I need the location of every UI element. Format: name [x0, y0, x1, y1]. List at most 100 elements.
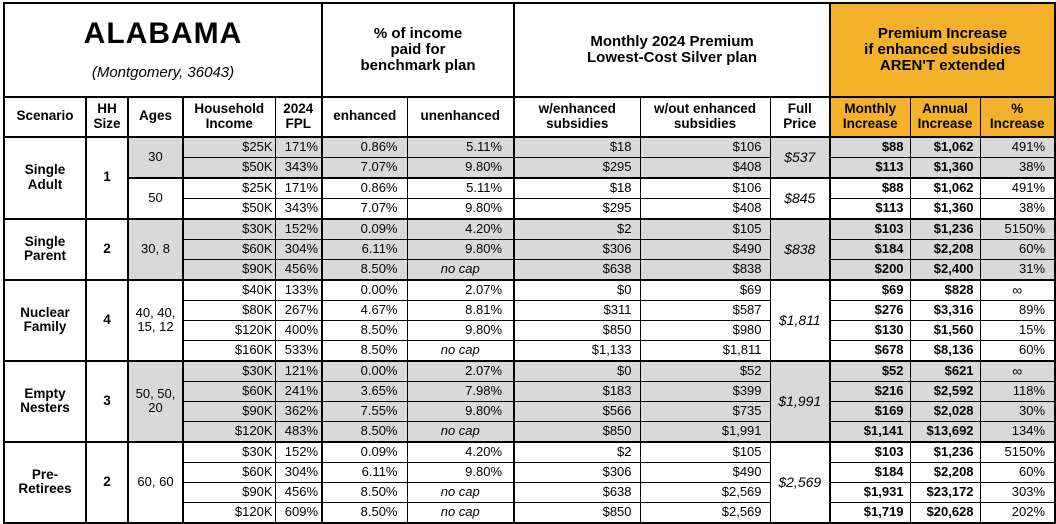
cell-wout-enhanced: $1,811	[639, 339, 771, 362]
cell-unenhanced: 9.80%	[406, 319, 516, 341]
table-row: $120K 483% 8.50% no cap $850 $1,991 $1,1…	[4, 420, 1056, 443]
cell-w-enhanced: $638	[513, 481, 641, 503]
cell-monthly-increase: $52	[829, 359, 911, 382]
cell-pct-increase: 60%	[979, 339, 1056, 362]
cell-annual-increase: $2,208	[909, 238, 981, 260]
col-header-w-enhanced: w/enhanced subsidies	[513, 96, 641, 138]
cell-income: $120K	[182, 501, 276, 524]
cell-ages: 30	[127, 135, 184, 179]
table-title: ALABAMA (Montgomery, 36043)	[3, 2, 323, 98]
cell-monthly-increase: $1,141	[829, 420, 911, 443]
cell-monthly-increase: $200	[829, 258, 911, 281]
table-row: $50K 343% 7.07% 9.80% $295 $408 $113 $1,…	[4, 197, 1056, 220]
cell-fpl: 304%	[274, 238, 323, 260]
cell-unenhanced: 2.07%	[406, 278, 516, 301]
cell-monthly-increase: $130	[829, 319, 911, 341]
cell-wout-enhanced: $490	[639, 461, 771, 483]
cell-fpl: 121%	[274, 359, 323, 382]
cell-pct-increase: 5150%	[979, 440, 1056, 463]
table-row: $50K 343% 7.07% 9.80% $295 $408 $113 $1,…	[4, 156, 1056, 179]
cell-annual-increase: $8,136	[909, 339, 981, 362]
cell-full-price: $1,811	[769, 278, 832, 362]
cell-unenhanced: 9.80%	[406, 156, 516, 179]
group-header-increase: Premium Increase if enhanced subsidies A…	[829, 2, 1056, 98]
cell-w-enhanced: $850	[513, 420, 641, 443]
table-row: $160K 533% 8.50% no cap $1,133 $1,811 $6…	[4, 339, 1056, 362]
table-row: $80K 267% 4.67% 8.81% $311 $587 $276 $3,…	[4, 299, 1056, 321]
cell-monthly-increase: $113	[829, 156, 911, 179]
cell-income: $60K	[182, 461, 276, 483]
cell-scenario: Single Parent	[3, 217, 87, 281]
cell-income: $30K	[182, 359, 276, 382]
table-row: 50 $25K 171% 0.86% 5.11% $18 $106 $845 $…	[4, 176, 1056, 220]
cell-enhanced: 7.07%	[321, 156, 408, 179]
cell-fpl: 267%	[274, 299, 323, 321]
cell-unenhanced: 5.11%	[406, 176, 516, 199]
cell-wout-enhanced: $69	[639, 278, 771, 301]
cell-w-enhanced: $850	[513, 501, 641, 524]
table-row: $60K 304% 6.11% 9.80% $306 $490 $184 $2,…	[4, 461, 1056, 483]
cell-hh-size: 2	[85, 440, 129, 524]
cell-hh-size: 2	[85, 217, 129, 281]
cell-pct-increase: 60%	[979, 238, 1056, 260]
cell-w-enhanced: $638	[513, 258, 641, 281]
cell-pct-increase: 303%	[979, 481, 1056, 503]
cell-pct-increase: 31%	[979, 258, 1056, 281]
cell-unenhanced: 9.80%	[406, 197, 516, 220]
cell-w-enhanced: $1,133	[513, 339, 641, 362]
col-header-unenhanced: unenhanced	[406, 96, 516, 138]
cell-w-enhanced: $0	[513, 278, 641, 301]
cell-ages: 50, 50, 20	[127, 359, 184, 443]
cell-fpl: 171%	[274, 135, 323, 158]
cell-enhanced: 8.50%	[321, 501, 408, 524]
cell-w-enhanced: $18	[513, 176, 641, 199]
cell-income: $90K	[182, 258, 276, 281]
cell-income: $40K	[182, 278, 276, 301]
cell-ages: 50	[127, 176, 184, 220]
cell-wout-enhanced: $980	[639, 319, 771, 341]
cell-monthly-increase: $103	[829, 440, 911, 463]
cell-income: $120K	[182, 420, 276, 443]
cell-income: $25K	[182, 176, 276, 199]
table-row: $60K 304% 6.11% 9.80% $306 $490 $184 $2,…	[4, 238, 1056, 260]
cell-annual-increase: $23,172	[909, 481, 981, 503]
cell-enhanced: 7.55%	[321, 400, 408, 422]
cell-enhanced: 0.09%	[321, 217, 408, 240]
group-header-premium: Monthly 2024 Premium Lowest-Cost Silver …	[513, 2, 832, 98]
cell-income: $50K	[182, 156, 276, 179]
cell-income: $30K	[182, 217, 276, 240]
cell-enhanced: 7.07%	[321, 197, 408, 220]
cell-wout-enhanced: $2,569	[639, 481, 771, 503]
table-row: $90K 362% 7.55% 9.80% $566 $735 $169 $2,…	[4, 400, 1056, 422]
cell-unenhanced: 9.80%	[406, 400, 516, 422]
cell-income: $50K	[182, 197, 276, 220]
cell-annual-increase: $3,316	[909, 299, 981, 321]
cell-wout-enhanced: $408	[639, 156, 771, 179]
cell-wout-enhanced: $735	[639, 400, 771, 422]
cell-enhanced: 4.67%	[321, 299, 408, 321]
cell-unenhanced: 8.81%	[406, 299, 516, 321]
table-row: Single Parent 2 30, 8 $30K 152% 0.09% 4.…	[3, 217, 1056, 281]
cell-fpl: 362%	[274, 400, 323, 422]
state-location: (Montgomery, 36043)	[91, 64, 235, 82]
col-header-fpl: 2024 FPL	[274, 96, 323, 138]
cell-fpl: 304%	[274, 461, 323, 483]
cell-full-price: $2,569	[769, 440, 832, 524]
state-name: ALABAMA	[83, 17, 243, 51]
cell-w-enhanced: $295	[513, 197, 641, 220]
cell-fpl: 400%	[274, 319, 323, 341]
cell-income: $25K	[182, 135, 276, 158]
cell-wout-enhanced: $2,569	[639, 501, 771, 524]
cell-w-enhanced: $306	[513, 461, 641, 483]
cell-annual-increase: $13,692	[909, 420, 981, 443]
cell-wout-enhanced: $106	[639, 135, 771, 158]
cell-w-enhanced: $295	[513, 156, 641, 179]
table-row: Single Adult 1 30 $25K 171% 0.86% 5.11% …	[3, 135, 1056, 220]
col-header-annual-increase: Annual Increase	[909, 96, 981, 138]
col-header-scenario: Scenario	[3, 96, 87, 138]
cell-income: $90K	[182, 400, 276, 422]
table-row: $60K 241% 3.65% 7.98% $183 $399 $216 $2,…	[4, 380, 1056, 402]
cell-wout-enhanced: $52	[639, 359, 771, 382]
cell-pct-increase: 118%	[979, 380, 1056, 402]
cell-annual-increase: $1,560	[909, 319, 981, 341]
